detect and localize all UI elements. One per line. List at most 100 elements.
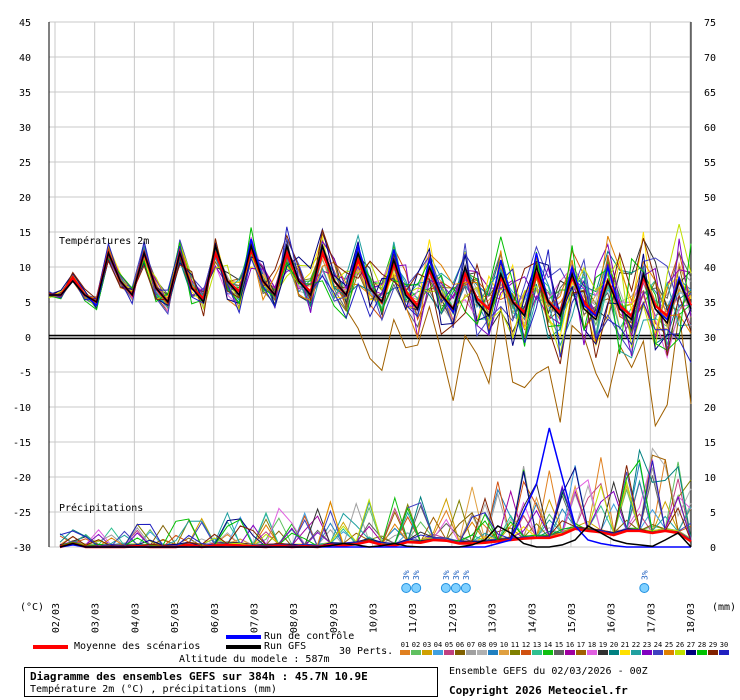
pert-color-swatch bbox=[455, 650, 465, 655]
pert-color-swatch bbox=[576, 650, 586, 655]
pert-number-label: 25 bbox=[665, 641, 673, 649]
y-right-tick-label: 55 bbox=[704, 158, 716, 169]
y-right-tick-label: 20 bbox=[704, 403, 716, 414]
y-right-tick-label: 40 bbox=[704, 263, 716, 274]
pert-number-label: 11 bbox=[511, 641, 519, 649]
member-temperature-line bbox=[48, 229, 692, 365]
x-tick-label: 08/03 bbox=[289, 603, 300, 633]
gfs-legend-swatch bbox=[226, 645, 261, 649]
snow-probability-label: 3% bbox=[462, 570, 471, 580]
x-tick-label: 03/03 bbox=[91, 603, 102, 633]
y-right-tick-label: 60 bbox=[704, 123, 716, 134]
pert-number-label: 28 bbox=[698, 641, 706, 649]
pert-number-label: 01 bbox=[401, 641, 409, 649]
pert-number-label: 27 bbox=[687, 641, 695, 649]
y-right-tick-label: 10 bbox=[704, 473, 716, 484]
ensemble-members bbox=[48, 223, 692, 548]
control-legend-label: Run de contrôle bbox=[264, 631, 355, 642]
footer-box: Diagramme des ensembles GEFS sur 384h : … bbox=[24, 667, 438, 697]
y-left-tick-label: 15 bbox=[19, 228, 31, 239]
y-right-tick-label: 30 bbox=[704, 333, 716, 344]
control-legend-swatch bbox=[226, 635, 261, 639]
mean-legend-label: Moyenne des scénarios bbox=[74, 641, 201, 652]
pert-number-label: 20 bbox=[610, 641, 618, 649]
x-tick-label: 12/03 bbox=[448, 603, 459, 633]
precipitation-section-label: Précipitations bbox=[59, 503, 144, 514]
y-right-tick-label: 50 bbox=[704, 193, 716, 204]
y-right-tick-label: 15 bbox=[704, 438, 716, 449]
x-tick-label: 16/03 bbox=[607, 603, 618, 633]
pert-color-swatch bbox=[653, 650, 663, 655]
pert-number-label: 02 bbox=[412, 641, 420, 649]
pert-number-label: 05 bbox=[445, 641, 453, 649]
legend: 01 02 03 04 05 06 07 08 09 10 11 12 13 14 15 16 17 18 19 20… bbox=[33, 635, 729, 655]
pert-color-swatch bbox=[510, 650, 520, 655]
snowflake-icon bbox=[440, 583, 451, 593]
y-right-tick-label: 75 bbox=[704, 18, 716, 29]
gfs-legend-label: Run GFS bbox=[264, 641, 307, 652]
pert-color-swatch bbox=[554, 650, 564, 655]
pert-color-swatch bbox=[543, 650, 553, 655]
x-tick-label: 14/03 bbox=[527, 603, 538, 633]
member-temperature-line bbox=[48, 233, 692, 359]
copyright: Copyright 2026 Meteociel.fr bbox=[449, 684, 628, 697]
snowflake-icon bbox=[411, 583, 422, 593]
pert-number-label: 07 bbox=[467, 641, 475, 649]
main-series bbox=[49, 238, 693, 549]
snowflake-icon bbox=[639, 583, 650, 593]
x-tick-label: 04/03 bbox=[130, 603, 141, 633]
pert-color-swatch bbox=[620, 650, 630, 655]
y-right-tick-label: 5 bbox=[710, 508, 716, 519]
y-right-tick-label: 0 bbox=[710, 543, 716, 554]
x-tick-label: 15/03 bbox=[567, 603, 578, 633]
pert-number-label: 24 bbox=[654, 641, 662, 649]
pert-number-label: 12 bbox=[522, 641, 530, 649]
y-left-tick-label: 45 bbox=[19, 18, 31, 29]
snowflake-icon bbox=[450, 583, 461, 593]
run-info: Ensemble GEFS du 02/03/2026 - 00Z bbox=[449, 666, 648, 677]
member-temperature-line bbox=[48, 227, 692, 355]
y-left-tick-label: -25 bbox=[13, 508, 31, 519]
y-right-tick-label: 65 bbox=[704, 88, 716, 99]
pert-color-swatch bbox=[444, 650, 454, 655]
snow-probability-label: 3% bbox=[442, 570, 451, 580]
pert-color-swatch bbox=[708, 650, 718, 655]
pert-number-label: 16 bbox=[566, 641, 574, 649]
pert-color-swatch bbox=[642, 650, 652, 655]
pert-color-swatch bbox=[400, 650, 410, 655]
pert-color-swatch bbox=[488, 650, 498, 655]
x-tick-label: 10/03 bbox=[369, 603, 380, 633]
pert-number-label: 09 bbox=[489, 641, 497, 649]
pert-number-label: 13 bbox=[533, 641, 541, 649]
mean-legend-swatch bbox=[33, 645, 68, 649]
snowflake-icon bbox=[401, 583, 412, 593]
pert-color-swatch bbox=[532, 650, 542, 655]
pert-number-label: 17 bbox=[577, 641, 585, 649]
x-tick-label: 18/03 bbox=[686, 603, 697, 633]
pert-number-label: 14 bbox=[544, 641, 552, 649]
perts-label: 30 Perts. bbox=[339, 646, 394, 657]
y-left-tick-label: 0 bbox=[25, 333, 31, 344]
pert-color-swatch bbox=[675, 650, 685, 655]
pert-color-swatch bbox=[609, 650, 619, 655]
pert-color-swatch bbox=[565, 650, 575, 655]
y-right-tick-label: 35 bbox=[704, 298, 716, 309]
pert-color-swatch bbox=[598, 650, 608, 655]
y-left-tick-label: -10 bbox=[13, 403, 31, 414]
y-left-tick-label: 5 bbox=[25, 298, 31, 309]
snow-probability-label: 3% bbox=[452, 570, 461, 580]
pert-color-swatch bbox=[664, 650, 674, 655]
y-left-unit: (°C) bbox=[20, 602, 44, 613]
y-left-tick-label: 10 bbox=[19, 263, 31, 274]
pert-number-label: 30 bbox=[720, 641, 728, 649]
pert-color-swatch bbox=[466, 650, 476, 655]
y-left-tick-label: -15 bbox=[13, 438, 31, 449]
pert-number-label: 06 bbox=[456, 641, 464, 649]
x-tick-label: 07/03 bbox=[249, 603, 260, 633]
x-axis: 02/03 03/03 04/03 05/03 06/03 07/03 08/03 09/03… bbox=[51, 603, 697, 633]
x-tick-label: 05/03 bbox=[170, 603, 181, 633]
y-right-unit: (mm) bbox=[712, 602, 736, 613]
pert-number-label: 08 bbox=[478, 641, 486, 649]
